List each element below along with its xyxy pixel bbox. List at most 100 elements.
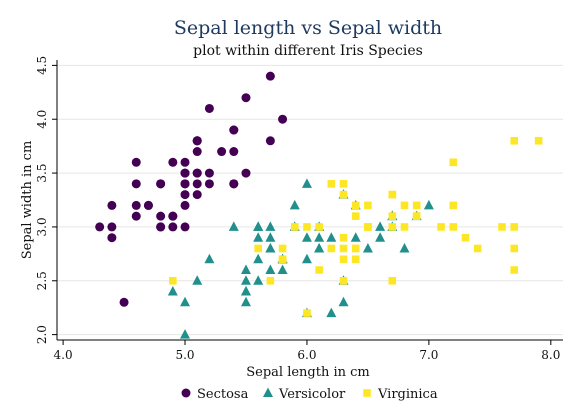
data-point [327,180,336,188]
legend-marker [263,387,273,397]
x-tick-label: 4.0 [54,348,73,362]
legend-marker [181,388,191,398]
data-point [351,201,360,210]
x-tick-label: 5.0 [175,348,194,362]
legend: Sectosa Versicolor Virginica [181,387,438,402]
data-point [240,296,251,307]
y-tick-label: 2.0 [35,325,49,344]
data-point [510,244,519,253]
data-point [364,223,372,231]
data-point [192,179,202,189]
data-point [399,242,410,253]
data-point [240,275,251,285]
data-point [351,255,360,264]
data-point [156,211,166,221]
data-point [449,201,458,210]
data-point [388,212,397,220]
data-point [228,221,239,231]
data-point [449,223,458,231]
data-point [204,179,214,189]
data-point [339,255,348,264]
data-point [254,244,262,253]
legend-item-versicolor: Versicolor [263,387,346,402]
data-point [192,275,203,285]
x-tick-label: 8.0 [541,348,560,362]
data-point [119,297,129,307]
data-point [534,136,543,145]
data-point [498,223,506,231]
data-point [180,222,190,232]
data-point [265,232,276,242]
data-point [240,286,251,296]
axis-ticks: 2.0 2.5 3.0 3.5 4.0 4.5 4.0 5.0 6.0 7.0 8.0 [35,56,560,362]
data-point [167,286,178,296]
data-point [253,275,264,285]
data-point [107,200,117,210]
y-tick-label: 2.5 [35,271,49,290]
data-point [339,276,348,285]
data-point [289,199,300,210]
data-point [364,201,372,210]
x-tick-label: 6.0 [297,348,316,362]
legend-marker [363,389,371,397]
data-point [303,309,311,317]
data-point [301,178,312,188]
data-point [168,157,178,167]
data-point [265,71,275,81]
data-point [180,168,190,178]
data-point [241,168,251,178]
data-point [412,201,421,210]
data-point [327,244,336,253]
data-point [339,233,348,242]
data-point [278,244,287,253]
series-versicolor [167,178,434,339]
data-point [95,222,105,232]
data-point [180,157,190,167]
data-point [107,233,117,243]
data-point [412,212,421,220]
data-point [131,179,141,189]
data-point [192,190,202,200]
data-point [388,223,397,231]
data-point [388,276,397,285]
data-point [180,179,190,189]
data-point [143,200,153,210]
data-point [156,222,166,232]
data-point [107,222,117,232]
data-point [278,114,288,124]
data-point [265,221,276,231]
legend-label: Sectosa [197,387,249,402]
data-point [204,103,214,113]
data-point [229,147,239,157]
chart-title: Sepal length vs Sepal width [174,17,442,39]
data-point [131,211,141,221]
data-point [314,242,325,253]
legend-item-virginica: Virginica [363,387,438,402]
data-point [229,179,239,189]
data-point [169,276,177,285]
data-point [510,136,519,145]
data-point [266,276,275,285]
grid-lines [57,64,563,336]
data-point [168,211,178,221]
data-point [240,264,251,274]
data-point [375,221,386,231]
data-point [131,157,141,167]
data-point [449,158,458,167]
data-point [168,222,178,232]
data-point [290,223,299,231]
data-point [265,242,276,253]
y-tick-label: 4.5 [35,56,49,75]
data-point [253,253,264,264]
data-point [437,223,445,231]
y-tick-label: 3.0 [35,217,49,236]
data-point [180,200,190,210]
y-axis-label: Sepal width in cm [20,141,35,260]
chart-subtitle: plot within different Iris Species [193,43,423,59]
data-point [131,200,141,210]
data-point [510,223,519,231]
data-point [192,168,202,178]
y-tick-label: 4.0 [35,110,49,129]
data-point [473,244,482,253]
